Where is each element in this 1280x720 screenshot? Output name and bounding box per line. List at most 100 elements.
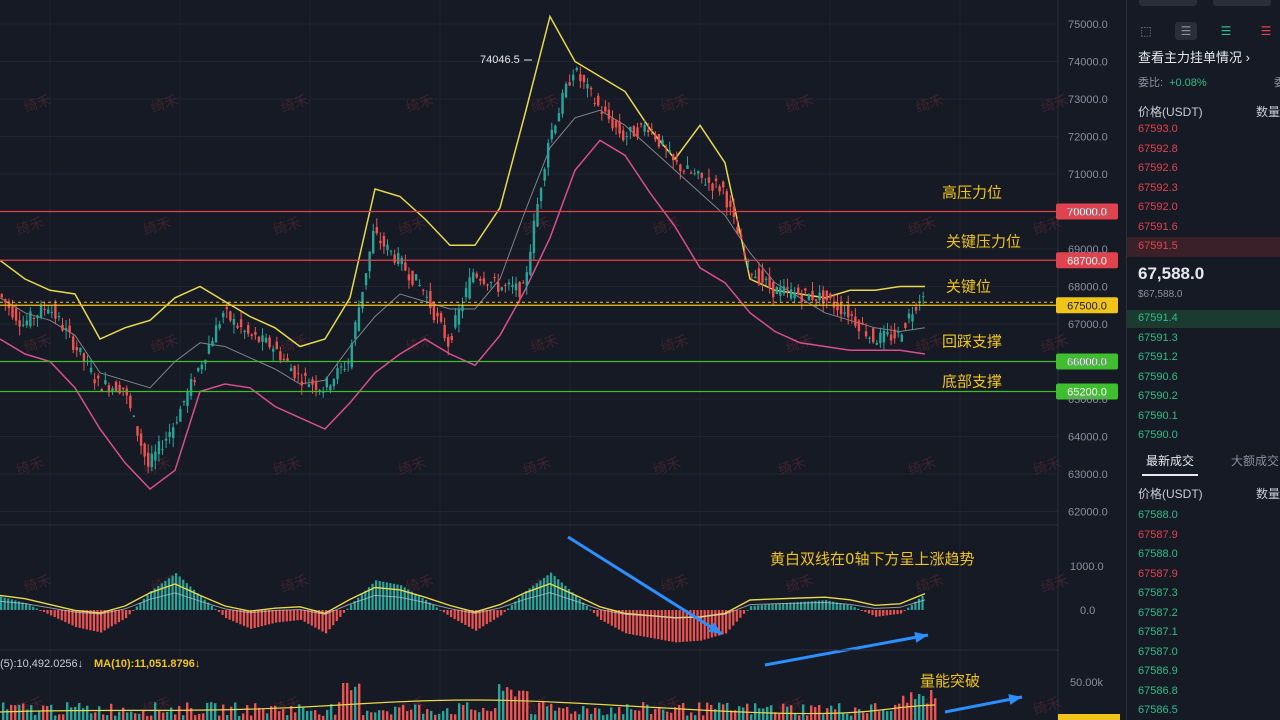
macd-bar [89, 610, 92, 631]
level-label: 关键压力位 [946, 232, 1021, 250]
macd-bar [921, 595, 924, 610]
volume-bar [222, 704, 225, 720]
candle-body [50, 311, 53, 313]
candle-body [443, 325, 446, 339]
volume-bar [806, 715, 809, 720]
candle-body [739, 234, 743, 239]
volume-bar [378, 710, 381, 720]
macd-bar [267, 610, 271, 625]
macd-bar [3, 597, 6, 610]
candle-body [597, 95, 600, 106]
volume-bar [430, 710, 433, 720]
macd-bar [460, 610, 463, 623]
tab-large-trades[interactable]: 大额成交 [1231, 454, 1280, 468]
candle-body [879, 332, 882, 344]
volume-bar [834, 709, 837, 720]
volume-bar [638, 710, 641, 720]
volume-bar [574, 711, 577, 720]
candle-body [439, 313, 443, 322]
candle-body [707, 177, 711, 183]
candle-body [729, 200, 732, 207]
volume-bar [98, 706, 101, 720]
volume-bar [198, 713, 201, 720]
volume-bar [182, 715, 185, 720]
macd-bar [550, 572, 553, 610]
candle-body [325, 377, 328, 388]
macd-bar [28, 604, 31, 610]
volume-bar [782, 703, 785, 720]
candle-body [350, 343, 353, 368]
orderbook-link[interactable]: 查看主力挂单情况 › [1138, 50, 1250, 65]
macd-bar [857, 608, 860, 610]
macd-bar [346, 608, 349, 610]
y-tick-label: 66000.0 [1068, 357, 1108, 369]
candle-body [29, 311, 32, 327]
volume-bar [866, 713, 869, 720]
volume-bar [850, 715, 853, 720]
volume-bar [102, 714, 105, 720]
candle-body [257, 336, 261, 342]
expand-icon[interactable]: ⬚ [1140, 24, 1152, 38]
volume-bar [294, 712, 297, 720]
tab-latest-trades[interactable]: 最新成交 [1141, 454, 1199, 476]
volume-bar [174, 714, 177, 720]
volume-bar [926, 703, 929, 720]
volume-bar [442, 711, 445, 720]
trades-list: 67588.0 67587.9 67588.0 67587.9 67587.3 67587… [1138, 506, 1280, 720]
macd-bar [339, 610, 342, 617]
macd-bar [860, 610, 863, 611]
volume-bar [890, 710, 893, 720]
macd-bar [71, 610, 74, 626]
candle-body [232, 319, 236, 325]
candle-body [47, 309, 50, 314]
volume-bar [170, 707, 173, 720]
macd-bar [453, 610, 456, 620]
volume-bar [322, 715, 325, 720]
candle-body [450, 336, 453, 341]
macd-bar [850, 605, 853, 610]
orderbook-header: 价格(USDT)数量(E [1138, 105, 1280, 119]
macd-bar [903, 610, 906, 611]
candle-body [654, 134, 657, 140]
list-icon[interactable]: ☰ [1220, 24, 1232, 38]
watermark-text: 绮禾 [659, 92, 691, 116]
volume-bar [70, 707, 73, 720]
candle-body [525, 272, 528, 286]
watermark-text: 绮禾 [22, 332, 54, 356]
trades-row: 67587.9 [1138, 528, 1178, 541]
trading-chart[interactable]: 绮禾 绮禾 绮禾 绮禾 绮禾 绮禾 绮禾 绮禾 绮禾 绮禾 绮禾 绮禾 绮禾 绮禾 绮禾 绮禾 绮禾 绮禾 绮禾 绮禾… [0, 0, 1125, 720]
candle-body [68, 325, 71, 332]
macd-bar [746, 609, 749, 611]
volume-bar [118, 711, 121, 720]
top-button-1[interactable] [1139, 0, 1197, 6]
candle-body [254, 331, 257, 335]
top-button-2[interactable] [1213, 0, 1271, 6]
volume-bar [2, 702, 5, 720]
volume-bar [570, 713, 573, 720]
macd-bar [317, 610, 321, 630]
volume-bar [330, 703, 333, 720]
macd-bar [885, 610, 888, 616]
volume-bar [606, 714, 609, 720]
macd-bar [678, 610, 681, 643]
volume-bar [422, 713, 425, 720]
candle-body [522, 282, 525, 284]
macd-bar [900, 610, 903, 614]
volume-bar [234, 702, 237, 720]
candle-body [218, 324, 221, 329]
layout-icon[interactable]: ☰ [1175, 22, 1197, 40]
list-red-icon[interactable]: ☰ [1260, 24, 1272, 38]
volume-bar [654, 709, 657, 720]
candle-body [532, 220, 536, 254]
candle-body [507, 282, 511, 285]
candle-body [472, 272, 475, 283]
asks-row: 67593.0 [1138, 123, 1178, 135]
volume-bar [134, 713, 137, 720]
candle-body [136, 426, 139, 436]
candle-body [743, 252, 746, 256]
candle-body [786, 287, 789, 289]
macd-bar [207, 602, 210, 610]
macd-bar [67, 610, 71, 624]
volume-bar [94, 712, 97, 720]
candle-body [79, 347, 82, 353]
